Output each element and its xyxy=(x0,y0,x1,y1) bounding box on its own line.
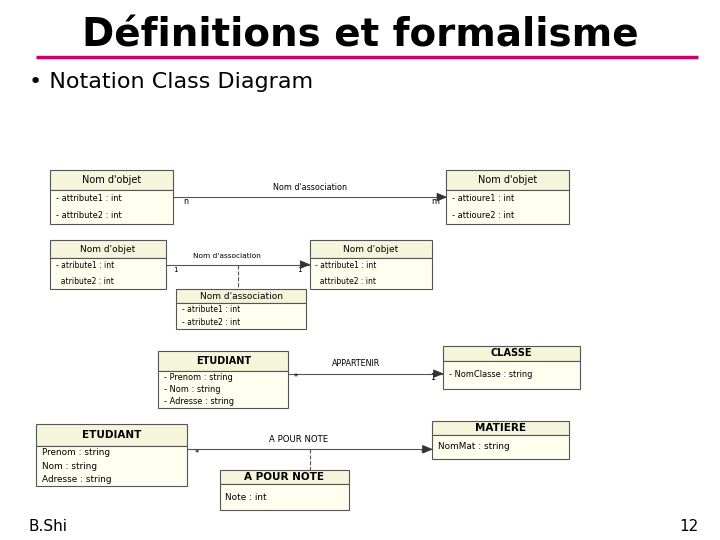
Bar xyxy=(432,421,569,435)
Text: *: * xyxy=(294,373,298,382)
Bar xyxy=(158,372,288,408)
Polygon shape xyxy=(423,446,432,453)
Text: attribute2 : int: attribute2 : int xyxy=(315,276,377,286)
Text: B.Shi: B.Shi xyxy=(29,519,68,534)
Text: Nom d'objet: Nom d'objet xyxy=(343,245,398,254)
Text: - atribute1 : int: - atribute1 : int xyxy=(56,261,114,270)
Text: - attribute1 : int: - attribute1 : int xyxy=(315,261,377,270)
Text: - attribute2 : int: - attribute2 : int xyxy=(56,211,122,220)
Text: - atribute1 : int: - atribute1 : int xyxy=(182,306,240,314)
Bar xyxy=(158,351,288,372)
Text: Nom d'objet: Nom d'objet xyxy=(82,175,141,185)
Bar xyxy=(310,240,432,258)
Bar xyxy=(432,435,569,459)
Text: ETUDIANT: ETUDIANT xyxy=(196,356,251,366)
Bar xyxy=(310,258,432,289)
Text: - Prenom : string: - Prenom : string xyxy=(164,373,233,382)
Bar xyxy=(446,190,569,224)
Text: - NomClasse : string: - NomClasse : string xyxy=(449,370,532,380)
Text: Adresse : string: Adresse : string xyxy=(42,475,112,484)
Bar xyxy=(446,170,569,190)
Bar xyxy=(443,361,580,389)
Text: atribute2 : int: atribute2 : int xyxy=(56,276,114,286)
Text: 1: 1 xyxy=(173,267,178,273)
Bar xyxy=(50,258,166,289)
Bar xyxy=(50,170,173,190)
Polygon shape xyxy=(433,370,443,377)
Text: - attioure2 : int: - attioure2 : int xyxy=(452,211,514,220)
Text: - attribute1 : int: - attribute1 : int xyxy=(56,194,122,202)
Text: Nom d'association: Nom d'association xyxy=(273,183,346,192)
Bar xyxy=(220,484,349,510)
Bar xyxy=(176,289,306,303)
Bar xyxy=(36,424,187,446)
Text: 1: 1 xyxy=(431,373,436,382)
Text: Définitions et formalisme: Définitions et formalisme xyxy=(81,16,639,54)
Text: 1: 1 xyxy=(297,267,302,273)
Text: Nom d'association: Nom d'association xyxy=(193,253,261,259)
Bar xyxy=(443,346,580,361)
Bar xyxy=(50,190,173,224)
Text: m: m xyxy=(431,197,439,206)
Text: *: * xyxy=(420,449,425,458)
Text: Nom d'association: Nom d'association xyxy=(199,292,283,301)
Polygon shape xyxy=(437,193,446,201)
Text: • Notation Class Diagram: • Notation Class Diagram xyxy=(29,72,313,92)
Bar xyxy=(50,240,166,258)
Text: n: n xyxy=(184,197,189,206)
Text: MATIERE: MATIERE xyxy=(475,423,526,433)
Text: - Nom : string: - Nom : string xyxy=(164,385,220,394)
Text: *: * xyxy=(194,449,199,458)
Text: - atribute2 : int: - atribute2 : int xyxy=(182,319,240,327)
Text: Nom d'objet: Nom d'objet xyxy=(478,175,537,185)
Bar xyxy=(176,303,306,329)
Text: A POUR NOTE: A POUR NOTE xyxy=(269,435,328,444)
Text: - Adresse : string: - Adresse : string xyxy=(164,397,234,406)
Text: Note : int: Note : int xyxy=(225,493,267,502)
Text: Prenom : string: Prenom : string xyxy=(42,448,109,457)
Text: Nom d'objet: Nom d'objet xyxy=(81,245,135,254)
Bar xyxy=(36,446,187,486)
Text: CLASSE: CLASSE xyxy=(490,348,532,359)
Bar xyxy=(220,470,349,484)
Text: APPARTENIR: APPARTENIR xyxy=(332,359,381,368)
Text: - attioure1 : int: - attioure1 : int xyxy=(452,194,514,202)
Polygon shape xyxy=(300,261,310,268)
Text: 12: 12 xyxy=(679,519,698,534)
Text: A POUR NOTE: A POUR NOTE xyxy=(244,472,325,482)
Text: ETUDIANT: ETUDIANT xyxy=(82,430,141,440)
Text: NomMat : string: NomMat : string xyxy=(438,442,509,451)
Text: Nom : string: Nom : string xyxy=(42,462,96,471)
